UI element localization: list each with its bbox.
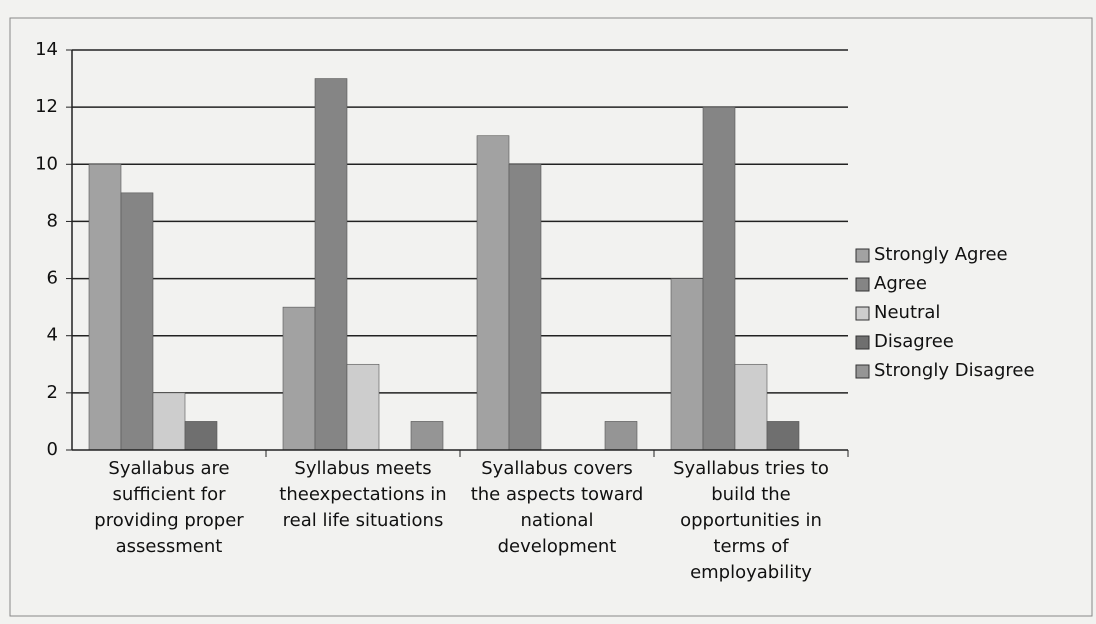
- legend-label: Strongly Agree: [874, 244, 1008, 265]
- bar: [670, 278, 704, 451]
- y-tick-label: 10: [35, 153, 58, 174]
- bar: [282, 306, 316, 451]
- bar: [152, 392, 186, 451]
- bar: [734, 363, 768, 451]
- bar: [88, 163, 122, 451]
- y-tick-label: 6: [47, 268, 58, 289]
- x-tick-label: Syallabus are sufficient for providing p…: [94, 458, 244, 557]
- legend-swatch: [855, 248, 870, 263]
- y-tick-label: 0: [47, 439, 58, 460]
- y-tick-label: 14: [35, 39, 58, 60]
- bar: [604, 421, 638, 451]
- bar: [702, 106, 736, 451]
- y-tick-label: 4: [47, 325, 58, 346]
- bar: [120, 192, 154, 451]
- bar: [476, 135, 510, 451]
- bar: [184, 421, 218, 451]
- legend-swatch: [855, 335, 870, 350]
- legend-label: Disagree: [874, 331, 954, 352]
- bar: [346, 363, 380, 451]
- bar: [508, 163, 542, 451]
- legend-label: Agree: [874, 273, 927, 294]
- x-tick-label: Syallabus tries to build the opportuniti…: [673, 458, 829, 583]
- legend-swatch: [855, 364, 870, 379]
- y-tick-label: 2: [47, 382, 58, 403]
- legend-swatch: [855, 277, 870, 292]
- legend-label: Neutral: [874, 302, 940, 323]
- x-tick-label: Syllabus meets theexpectations in real l…: [279, 458, 447, 531]
- x-tick-label: Syallabus covers the aspects toward nati…: [470, 458, 644, 557]
- legend-label: Strongly Disagree: [874, 360, 1035, 381]
- bar: [410, 421, 444, 451]
- bar: [314, 78, 348, 451]
- y-tick-label: 12: [35, 96, 58, 117]
- bar: [766, 421, 800, 451]
- legend-swatch: [855, 306, 870, 321]
- y-tick-label: 8: [47, 210, 58, 231]
- frame: [9, 17, 1093, 617]
